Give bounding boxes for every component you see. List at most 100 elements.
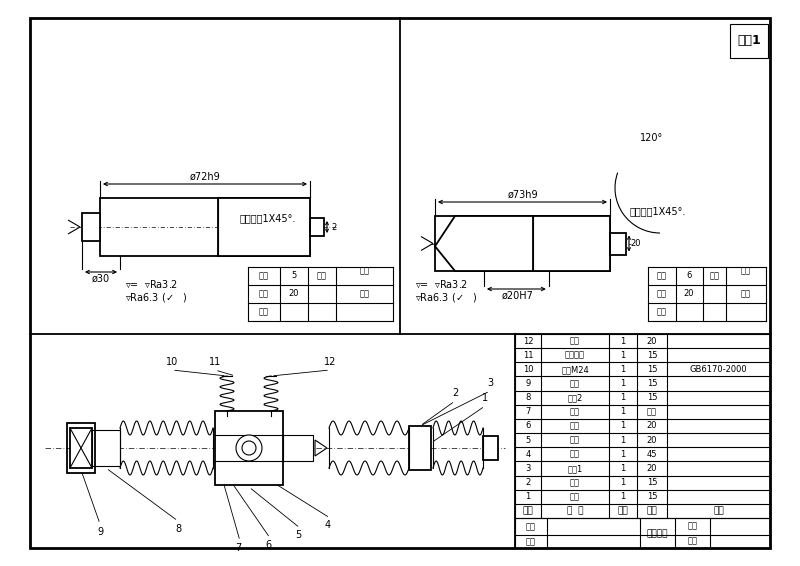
Bar — [67, 423, 95, 473]
Text: 7: 7 — [235, 543, 241, 553]
Text: 凸斗: 凸斗 — [570, 337, 580, 346]
Bar — [283, 435, 313, 461]
Text: 材料: 材料 — [259, 289, 269, 298]
Text: 15: 15 — [646, 393, 658, 402]
Bar — [409, 426, 431, 470]
Text: 10: 10 — [522, 365, 534, 374]
Bar — [92, 430, 120, 466]
Text: 1: 1 — [620, 408, 626, 417]
Circle shape — [242, 441, 256, 455]
Text: 1: 1 — [620, 478, 626, 487]
Text: 15: 15 — [646, 379, 658, 388]
Text: 重量: 重量 — [741, 289, 751, 298]
Text: 阀杆: 阀杆 — [570, 492, 580, 501]
Text: 附图1: 附图1 — [737, 35, 761, 48]
Text: 20: 20 — [646, 436, 658, 445]
Text: 旋转开关: 旋转开关 — [646, 529, 668, 538]
Text: 壳体: 壳体 — [570, 436, 580, 445]
Circle shape — [236, 435, 262, 461]
Bar — [218, 198, 310, 256]
Text: 材料: 材料 — [646, 507, 658, 516]
Text: 调节螺母: 调节螺母 — [565, 351, 585, 360]
Text: 序号: 序号 — [522, 507, 534, 516]
Text: 11: 11 — [209, 357, 221, 367]
Text: 20: 20 — [289, 289, 299, 298]
Text: 把手: 把手 — [570, 379, 580, 388]
Text: 地图: 地图 — [317, 272, 327, 281]
Text: 1: 1 — [526, 492, 530, 501]
Text: 3: 3 — [526, 464, 530, 473]
Text: 11: 11 — [522, 351, 534, 360]
Polygon shape — [435, 216, 610, 271]
Text: 四斗: 四斗 — [710, 272, 719, 281]
Text: 8: 8 — [526, 393, 530, 402]
Text: 4: 4 — [526, 450, 530, 459]
Text: 螺母1: 螺母1 — [567, 464, 582, 473]
Text: 填料: 填料 — [570, 408, 580, 417]
Text: 15: 15 — [646, 365, 658, 374]
Bar — [533, 216, 610, 271]
Text: 螺母2: 螺母2 — [567, 393, 582, 402]
Text: ø20H7: ø20H7 — [502, 291, 533, 301]
Text: 比例: 比例 — [687, 521, 698, 530]
Text: $\triangledown$=  $\triangledown$Ra3.2: $\triangledown$= $\triangledown$Ra3.2 — [125, 278, 178, 290]
Text: 制图: 制图 — [259, 307, 269, 316]
Text: 比例: 比例 — [359, 267, 370, 276]
Text: 20: 20 — [646, 337, 658, 346]
Text: 凹斗: 凹斗 — [570, 422, 580, 431]
Text: 1: 1 — [620, 436, 626, 445]
Text: 1: 1 — [620, 464, 626, 473]
Bar — [100, 198, 310, 256]
Text: 9: 9 — [526, 379, 530, 388]
Text: 数量: 数量 — [618, 507, 628, 516]
Text: 制图: 制图 — [657, 307, 667, 316]
Text: 5: 5 — [526, 436, 530, 445]
Text: 12: 12 — [522, 337, 534, 346]
Text: 比例: 比例 — [741, 267, 751, 276]
Text: 7: 7 — [526, 408, 530, 417]
Text: $\triangledown$Ra6.3 ($\checkmark$   ): $\triangledown$Ra6.3 ($\checkmark$ ) — [415, 291, 478, 305]
Text: 螺母M24: 螺母M24 — [561, 365, 589, 374]
Text: 1: 1 — [620, 422, 626, 431]
Text: 重量: 重量 — [359, 289, 370, 298]
Text: 10: 10 — [166, 357, 178, 367]
Text: 20: 20 — [646, 422, 658, 431]
Text: 6: 6 — [526, 422, 530, 431]
Bar — [82, 213, 100, 241]
Text: 未注倒角1X45°.: 未注倒角1X45°. — [240, 213, 296, 223]
Text: 5: 5 — [295, 530, 301, 540]
Text: GB6170-2000: GB6170-2000 — [690, 365, 747, 374]
Text: 重量: 重量 — [687, 536, 698, 545]
Text: 15: 15 — [646, 492, 658, 501]
Text: 1: 1 — [620, 492, 626, 501]
Text: 8: 8 — [175, 524, 181, 534]
Text: 2: 2 — [331, 222, 337, 231]
Text: 15: 15 — [646, 478, 658, 487]
Text: 6: 6 — [686, 272, 692, 281]
Text: 设计: 设计 — [526, 522, 536, 531]
Bar — [730, 24, 768, 58]
Text: 1: 1 — [620, 365, 626, 374]
Text: 备注: 备注 — [713, 507, 724, 516]
Text: 45: 45 — [646, 450, 658, 459]
Text: 未注倒角1X45°.: 未注倒角1X45°. — [630, 206, 686, 216]
Bar — [218, 198, 310, 256]
Text: ø72h9: ø72h9 — [190, 172, 220, 182]
Text: 4: 4 — [325, 520, 331, 530]
Text: 制图: 制图 — [526, 537, 536, 546]
Text: 2: 2 — [452, 388, 458, 398]
Bar — [483, 436, 498, 460]
Text: 名  称: 名 称 — [566, 507, 583, 516]
Text: 5: 5 — [291, 272, 297, 281]
Text: 1: 1 — [482, 393, 488, 403]
Text: 1: 1 — [620, 379, 626, 388]
Bar — [215, 411, 283, 485]
Text: ø30: ø30 — [92, 274, 110, 284]
Text: ø73h9: ø73h9 — [507, 190, 538, 200]
Text: 6: 6 — [265, 540, 271, 550]
Text: 1: 1 — [620, 393, 626, 402]
Text: 3: 3 — [487, 378, 493, 388]
Bar — [310, 218, 324, 236]
Text: 橡胶: 橡胶 — [647, 408, 657, 417]
Text: 2: 2 — [526, 478, 530, 487]
